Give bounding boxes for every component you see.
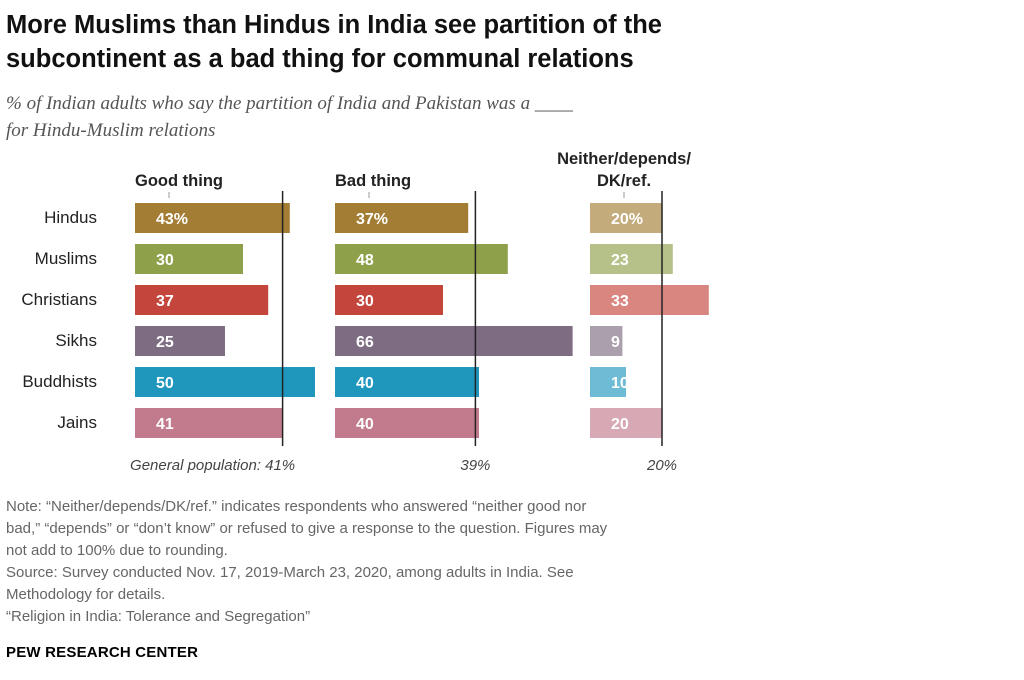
bar bbox=[335, 326, 573, 356]
bar bbox=[590, 203, 662, 233]
chart-subtitle: % of Indian adults who say the partition… bbox=[6, 90, 726, 144]
bar-chart: Hindus Muslims Christians Sikhs Buddhists Jai… bbox=[21, 150, 709, 474]
bar-value-label: 30 bbox=[156, 252, 174, 269]
bar-value-label: 25 bbox=[156, 334, 174, 351]
report-title-line: “Religion in India: Tolerance and Segreg… bbox=[6, 608, 311, 625]
category-label: Christians bbox=[21, 290, 97, 309]
bar bbox=[135, 244, 243, 274]
bar-value-label: 30 bbox=[356, 293, 374, 310]
bar-value-label: 20 bbox=[611, 416, 629, 433]
reference-label: General population: 41% bbox=[130, 457, 295, 474]
bar-value-label: 10 bbox=[611, 375, 629, 392]
bar bbox=[135, 285, 269, 315]
category-label: Buddhists bbox=[22, 372, 97, 391]
category-label: Hindus bbox=[44, 208, 97, 227]
bar bbox=[590, 244, 673, 274]
note-line: bad,” “depends” or “don’t know” or refus… bbox=[6, 520, 608, 537]
bar-value-label: 66 bbox=[356, 334, 374, 351]
note-line: not add to 100% due to rounding. bbox=[6, 542, 228, 559]
series-header: Good thing bbox=[135, 172, 223, 190]
bar-value-label: 20% bbox=[611, 211, 643, 228]
pew-credit: PEW RESEARCH CENTER bbox=[6, 644, 199, 661]
reference-label: 39% bbox=[460, 457, 490, 474]
bar bbox=[590, 367, 626, 397]
series-header: DK/ref. bbox=[597, 172, 651, 190]
bar bbox=[335, 408, 479, 438]
bar-value-label: 40 bbox=[356, 416, 374, 433]
bar bbox=[590, 326, 623, 356]
bar bbox=[590, 408, 662, 438]
bar-value-label: 23 bbox=[611, 252, 629, 269]
category-label: Sikhs bbox=[55, 331, 97, 350]
series-header: Neither/depends/ bbox=[557, 150, 691, 168]
chart-subtitle-line: % of Indian adults who say the partition… bbox=[6, 93, 573, 114]
chart-subtitle-line: for Hindu-Muslim relations bbox=[6, 120, 216, 141]
category-label: Jains bbox=[57, 413, 97, 432]
bar-value-label: 40 bbox=[356, 375, 374, 392]
bar bbox=[335, 285, 443, 315]
bar-value-label: 50 bbox=[156, 375, 174, 392]
chart-title-line: subcontinent as a bad thing for communal… bbox=[6, 45, 634, 73]
bar bbox=[135, 408, 283, 438]
reference-label: 20% bbox=[646, 457, 677, 474]
series-header: Bad thing bbox=[335, 172, 411, 190]
bar bbox=[590, 285, 709, 315]
bar bbox=[135, 326, 225, 356]
chart-notes: Note: “Neither/depends/DK/ref.” indicate… bbox=[6, 496, 746, 628]
bar-value-label: 33 bbox=[611, 293, 629, 310]
bar-value-label: 41 bbox=[156, 416, 174, 433]
bar-value-label: 48 bbox=[356, 252, 374, 269]
bar-value-label: 37% bbox=[356, 211, 388, 228]
bar-value-label: 9 bbox=[611, 334, 620, 351]
source-line: Source: Survey conducted Nov. 17, 2019-M… bbox=[6, 564, 574, 581]
bar bbox=[335, 203, 469, 233]
bar-value-label: 43% bbox=[156, 211, 188, 228]
bar bbox=[335, 367, 479, 397]
chart-title: More Muslims than Hindus in India see pa… bbox=[6, 8, 766, 76]
category-label: Muslims bbox=[35, 249, 97, 268]
bar bbox=[135, 367, 315, 397]
note-line: Note: “Neither/depends/DK/ref.” indicate… bbox=[6, 498, 587, 515]
bar bbox=[135, 203, 290, 233]
chart-title-line: More Muslims than Hindus in India see pa… bbox=[6, 11, 662, 39]
bar-value-label: 37 bbox=[156, 293, 174, 310]
bar bbox=[335, 244, 508, 274]
source-line: Methodology for details. bbox=[6, 586, 166, 603]
